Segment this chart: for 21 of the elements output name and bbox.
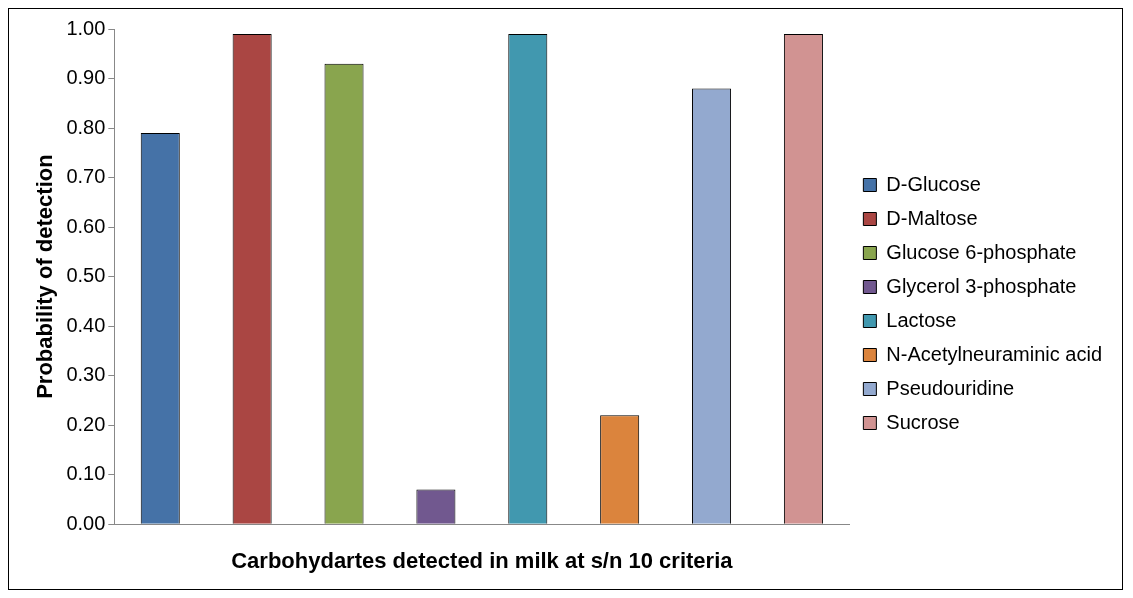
legend-label: Pseudouridine (886, 376, 1015, 399)
y-tick-label: 0.70 (66, 165, 106, 188)
y-tick-label: 0.50 (66, 264, 106, 287)
y-tick-label: 0.60 (66, 214, 106, 237)
legend-label: D-Glucose (886, 172, 981, 195)
legend-label: Sucrose (886, 410, 960, 433)
y-tick-label: 0.10 (66, 462, 106, 485)
legend-label: N-Acetylneuraminic acid (886, 342, 1103, 365)
y-tick-label: 0.20 (66, 412, 106, 435)
x-axis-title: Carbohydartes detected in milk at s/n 10 criteria (231, 547, 734, 573)
legend-label: Glycerol 3-phosphate (886, 274, 1077, 297)
y-axis-title: Probability of detection (32, 154, 58, 399)
y-tick-label: 0.90 (66, 66, 106, 89)
y-tick-label: 0.40 (66, 313, 106, 336)
y-tick-label: 0.30 (66, 363, 106, 386)
legend-label: D-Maltose (886, 206, 978, 229)
y-tick-label: 0.80 (66, 115, 106, 138)
legend-label: Glucose 6-phosphate (886, 240, 1077, 263)
y-tick-label: 1.00 (66, 16, 106, 39)
legend-label: Lactose (886, 308, 957, 331)
y-tick-label: 0.00 (66, 511, 106, 534)
